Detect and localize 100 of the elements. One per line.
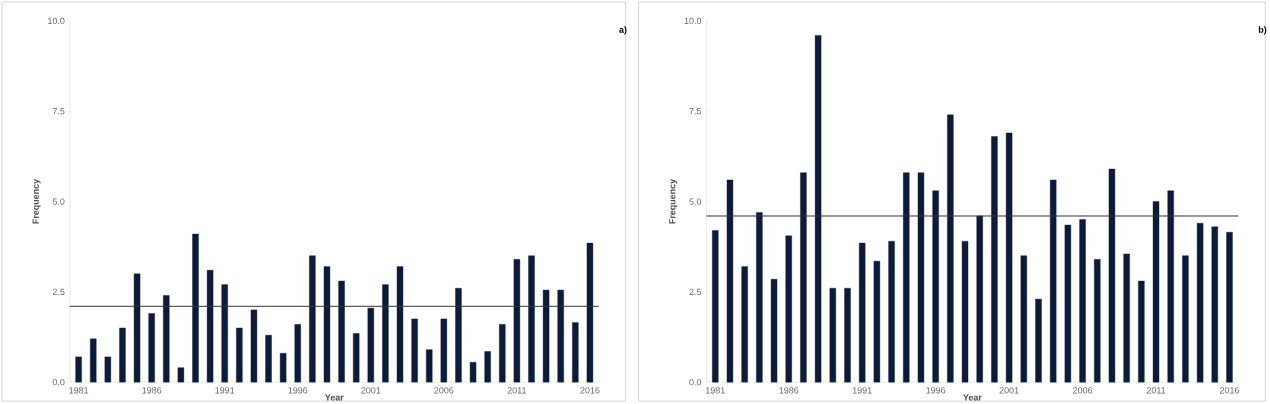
x-axis-title: Year [324,394,344,401]
bar [440,318,448,383]
bar [1035,298,1042,383]
bar [323,266,331,383]
x-tick-label: 2011 [1146,387,1166,394]
x-tick-label: 1986 [142,387,162,394]
bar [1211,226,1218,383]
y-tick-label: 7.5 [52,108,65,115]
y-tick-label: 2.5 [52,288,65,296]
bar [1094,259,1101,383]
bar [396,266,404,383]
bar [844,288,851,383]
bar [873,260,881,383]
bar [513,259,521,383]
bar [991,136,998,383]
bar [499,324,506,383]
y-axis-title: Frequency [669,179,678,224]
text: b) [1258,26,1267,35]
bar [75,356,82,383]
bar [800,172,807,383]
bar [1167,190,1174,383]
x-tick-label: 1981 [706,387,725,394]
bar [469,362,477,383]
bar [785,235,792,383]
bar [557,289,564,383]
x-tick-label: 1996 [288,387,308,394]
bar [455,288,462,383]
bar [976,215,983,383]
y-tick-label: 5.0 [689,198,702,205]
y-tick-label: 2.5 [689,288,702,296]
y-tick-label: 0.0 [689,379,702,386]
bar [104,356,112,383]
y-tick-label: 10.0 [48,17,65,25]
bar [756,212,763,383]
bar [206,270,214,383]
bar [484,351,491,383]
bar [1182,255,1189,383]
bar [888,241,895,383]
bar [814,35,822,383]
bar [741,266,748,383]
x-tick-label: 2001 [361,387,381,394]
bar [1108,168,1116,383]
bar [1152,201,1160,383]
bar [542,289,550,383]
bar [1020,255,1027,383]
bar [917,172,925,383]
y-tick-label: 7.5 [689,108,702,115]
bar [528,255,535,383]
bar [859,242,866,383]
bar [309,255,316,383]
bar [279,353,287,383]
bar [932,190,939,383]
bar [586,242,594,383]
bar [1079,219,1086,383]
bar [712,230,719,383]
bar [1123,253,1130,383]
bar [1064,224,1072,383]
bar [338,280,345,383]
bar [382,284,389,383]
bar [90,338,97,383]
bar [411,318,418,383]
bar [177,367,185,383]
bar [221,284,228,383]
bar [148,313,155,383]
x-tick-label: 1991 [215,387,235,394]
x-tick-label: 2001 [999,387,1019,394]
bar [572,322,579,383]
x-tick-label: 2011 [507,387,527,394]
bar [1138,280,1145,383]
x-tick-label: 2006 [434,387,454,394]
y-tick-label: 5.0 [52,198,65,205]
bar [1005,132,1013,383]
x-tick-label: 1991 [852,387,872,394]
bar [1196,223,1204,383]
bar [829,288,836,383]
bar [961,241,969,383]
x-tick-label: 2016 [1219,387,1240,394]
y-tick-label: 0.0 [52,379,65,386]
bar [726,179,734,383]
bar [353,333,360,383]
text: a) [619,26,627,35]
x-tick-label: 1981 [69,387,89,394]
bar [265,335,272,383]
x-tick-label: 1986 [779,387,799,394]
y-axis-title: Frequency [32,179,41,224]
bar [192,233,199,383]
bar [903,172,910,383]
bar [133,273,141,383]
bar [426,349,433,383]
bar [1226,232,1233,383]
x-axis-title: Year [963,394,982,401]
bar [294,324,301,383]
x-tick-label: 1996 [926,387,946,394]
y-tick-label: 10.0 [684,17,702,25]
bar [1049,179,1057,383]
bar [770,279,778,383]
bar [947,114,954,383]
bar [367,307,374,383]
bar [119,327,126,383]
x-tick-label: 2016 [580,387,600,394]
